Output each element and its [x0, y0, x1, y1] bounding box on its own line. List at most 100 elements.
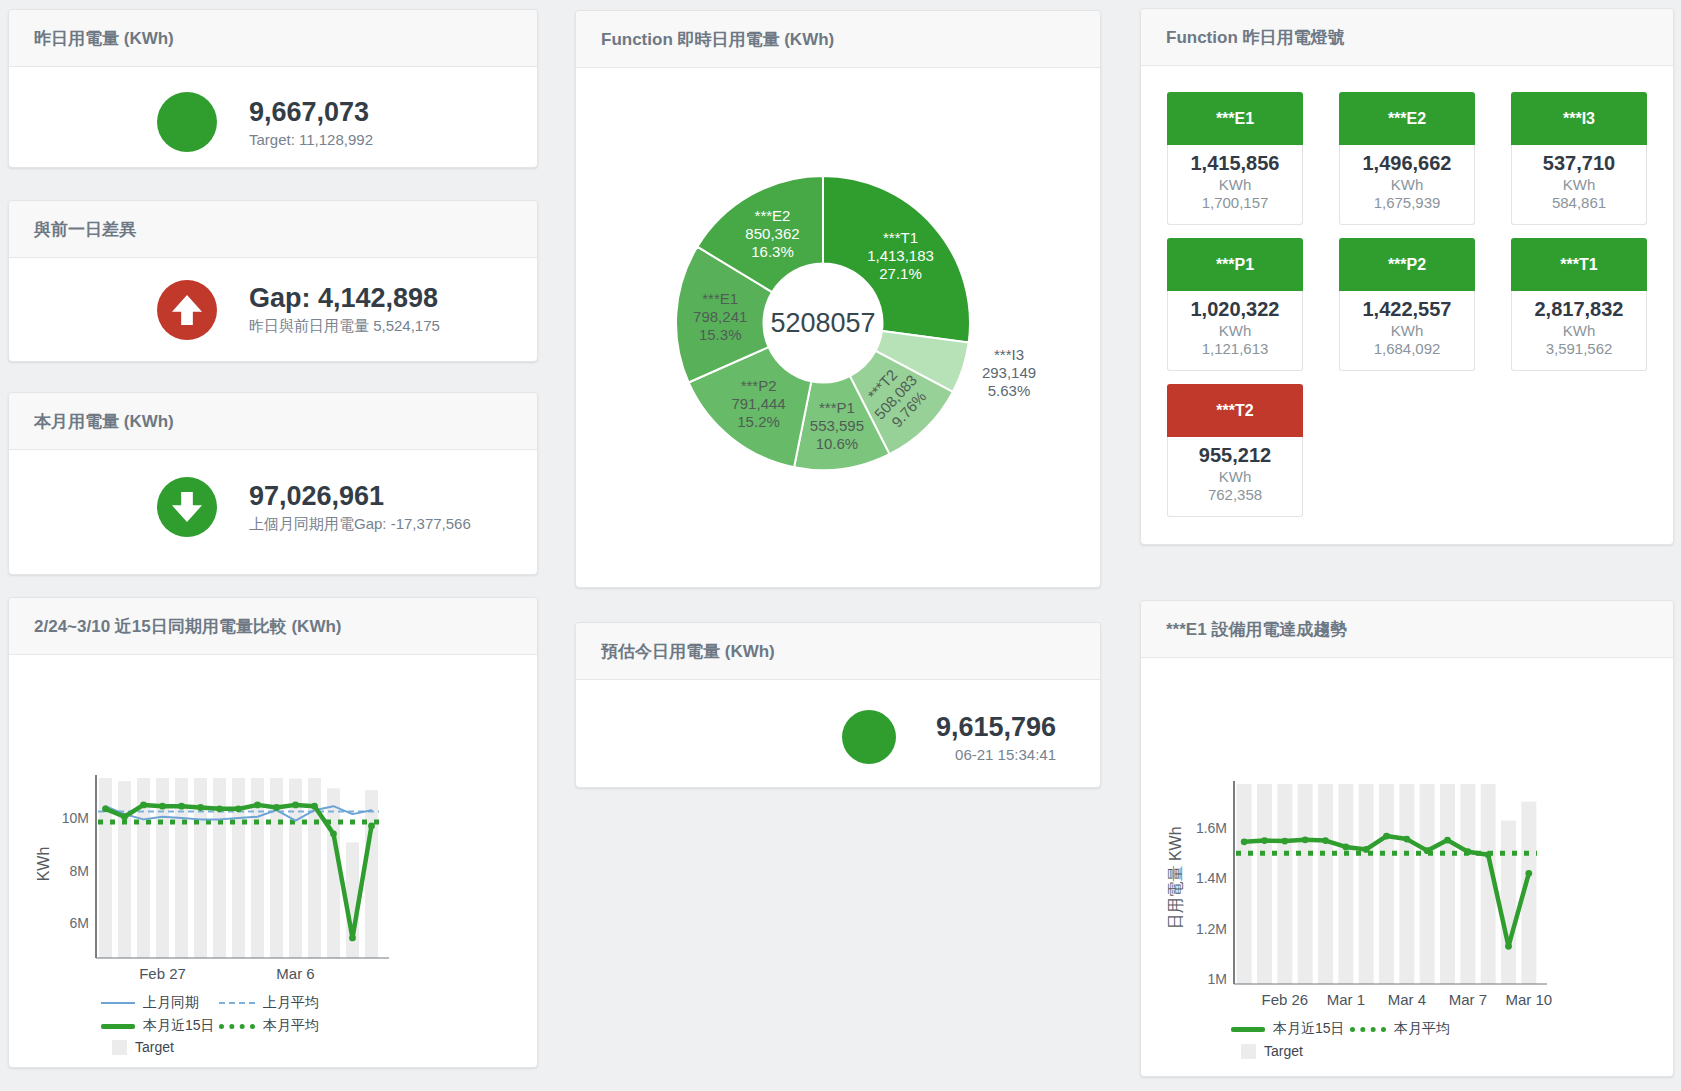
point-marker	[1322, 837, 1329, 844]
light-tile-I3: ***I3537,710KWh584,861	[1511, 92, 1647, 225]
legend-item-last-month-avg[interactable]: 上月平均	[219, 994, 319, 1012]
target-bar	[1318, 784, 1333, 984]
point-marker	[1424, 847, 1431, 854]
legend-item-last-month[interactable]: 上月同期	[101, 994, 199, 1012]
point-marker	[197, 804, 204, 811]
point-marker	[1281, 838, 1288, 845]
tile-name: ***P1	[1167, 238, 1303, 291]
tile-target: 762,358	[1168, 486, 1302, 503]
point-marker	[1525, 870, 1532, 877]
card-lights-title: Function 昨日用電燈號	[1166, 26, 1344, 49]
tile-target: 1,684,092	[1340, 340, 1474, 357]
point-marker	[1444, 837, 1451, 844]
yesterday-target: Target: 11,128,992	[249, 131, 373, 148]
y-tick-label: 1.4M	[1196, 870, 1227, 886]
tile-name: ***I3	[1511, 92, 1647, 145]
legend-item-this-month[interactable]: 本月近15日	[1231, 1020, 1345, 1038]
x-tick-label: Feb 26	[1261, 991, 1308, 1008]
card-trend-compare-title: 2/24~3/10 近15日同期用電量比較 (KWh)	[34, 615, 342, 638]
point-marker	[292, 801, 299, 808]
legend-item-this-month[interactable]: 本月近15日	[101, 1017, 215, 1035]
card-yesterday-header: 昨日用電量 (KWh)	[9, 10, 537, 67]
donut-center-total: 5208057	[770, 308, 875, 338]
target-bar	[1338, 784, 1353, 984]
legend-item-target[interactable]: Target	[112, 1039, 174, 1055]
light-tile-P2: ***P2 1,422,557KWh1,684,092	[1339, 238, 1475, 371]
target-bar	[1420, 784, 1435, 984]
card-trend-e1-header: ***E1 設備用電達成趨勢	[1141, 601, 1673, 658]
y-tick-label: 8M	[70, 863, 89, 879]
e1-trend-chart: 1M1.2M1.4M1.6MFeb 26Mar 1Mar 4Mar 7Mar 1…	[1141, 658, 1673, 1077]
point-marker	[273, 804, 280, 811]
legend-this-month-avg-icon	[219, 1024, 255, 1029]
target-bar	[1440, 784, 1455, 984]
point-marker	[1505, 943, 1512, 950]
point-marker	[159, 803, 166, 810]
light-tile-T2: ***T2955,212KWh762,358	[1167, 384, 1303, 517]
target-bar	[1277, 784, 1292, 984]
target-bar	[99, 778, 112, 958]
point-marker	[349, 935, 356, 942]
estimate-value: 9,615,796	[930, 712, 1056, 743]
legend-last-month-avg-icon	[219, 1002, 255, 1004]
tile-value: 1,422,557	[1340, 298, 1474, 321]
tile-target: 1,675,939	[1340, 194, 1474, 211]
legend-label: Target	[1264, 1043, 1303, 1059]
down-arrow-icon	[157, 477, 217, 537]
point-marker	[216, 805, 223, 812]
month-sub: 上個月同期用電Gap: -17,377,566	[249, 515, 471, 534]
tile-target: 584,861	[1512, 194, 1646, 211]
legend-label: 本月平均	[263, 1017, 319, 1035]
legend-item-target[interactable]: Target	[1241, 1043, 1303, 1059]
target-bar	[1257, 784, 1272, 984]
target-bar	[1237, 784, 1252, 984]
legend-this-month-icon	[1231, 1027, 1265, 1032]
card-realtime-donut: Function 即時日用電量 (KWh) ***T11,413,18327.1…	[575, 10, 1101, 588]
card-estimate: 預估今日用電量 (KWh) 9,615,796 06-21 15:34:41	[575, 622, 1101, 788]
tile-unit: KWh	[1340, 322, 1474, 339]
x-tick-label: Feb 27	[139, 965, 186, 982]
donut-label-I3: ***I3293,1495.63%	[982, 346, 1036, 399]
day-gap-sub: 昨日與前日用電量 5,524,175	[249, 317, 440, 336]
legend-label: 上月平均	[263, 994, 319, 1012]
comparison-chart-legend: 上月同期 上月平均本月近15日 本月平均 Target	[9, 992, 537, 1068]
y-tick-label: 1.2M	[1196, 921, 1227, 937]
tile-target: 3,591,562	[1512, 340, 1646, 357]
month-value: 97,026,961	[249, 481, 471, 512]
legend-label: 本月近15日	[1273, 1020, 1345, 1038]
card-trend-e1-title: ***E1 設備用電達成趨勢	[1166, 618, 1347, 641]
target-bar	[118, 781, 131, 958]
tile-name: ***T1	[1511, 238, 1647, 291]
target-bar	[1501, 820, 1516, 984]
point-marker	[1241, 838, 1248, 845]
card-month-header: 本月用電量 (KWh)	[9, 393, 537, 450]
tile-unit: KWh	[1168, 176, 1302, 193]
card-donut-header: Function 即時日用電量 (KWh)	[576, 11, 1100, 68]
card-month-title: 本月用電量 (KWh)	[34, 410, 174, 433]
tile-target: 1,121,613	[1168, 340, 1302, 357]
tile-unit: KWh	[1512, 176, 1646, 193]
target-bar	[1460, 784, 1475, 984]
tile-name: ***P2	[1339, 238, 1475, 291]
point-marker	[1363, 846, 1370, 853]
light-tile-E2: ***E21,496,662KWh1,675,939	[1339, 92, 1475, 225]
tile-name: ***E2	[1339, 92, 1475, 145]
card-lights: Function 昨日用電燈號 ***E11,415,856KWh1,700,1…	[1140, 8, 1674, 545]
tile-value: 1,415,856	[1168, 152, 1302, 175]
card-yesterday-title: 昨日用電量 (KWh)	[34, 27, 174, 50]
point-marker	[140, 801, 147, 808]
legend-item-this-month-avg[interactable]: 本月平均	[1350, 1020, 1450, 1038]
point-marker	[1403, 836, 1410, 843]
point-marker	[1261, 837, 1268, 844]
card-trend-compare: 2/24~3/10 近15日同期用電量比較 (KWh) 6M8M10MFeb 2…	[8, 597, 538, 1068]
legend-target-icon	[112, 1040, 127, 1055]
x-tick-label: Mar 1	[1327, 991, 1365, 1008]
legend-item-this-month-avg[interactable]: 本月平均	[219, 1017, 319, 1035]
legend-label: 上月同期	[143, 994, 199, 1012]
target-bar	[213, 778, 226, 958]
target-bar	[1359, 784, 1374, 984]
light-tile-E1: ***E11,415,856KWh1,700,157	[1167, 92, 1303, 225]
target-bar	[1399, 784, 1414, 984]
card-estimate-title: 預估今日用電量 (KWh)	[601, 640, 775, 663]
target-bar	[1379, 784, 1394, 984]
